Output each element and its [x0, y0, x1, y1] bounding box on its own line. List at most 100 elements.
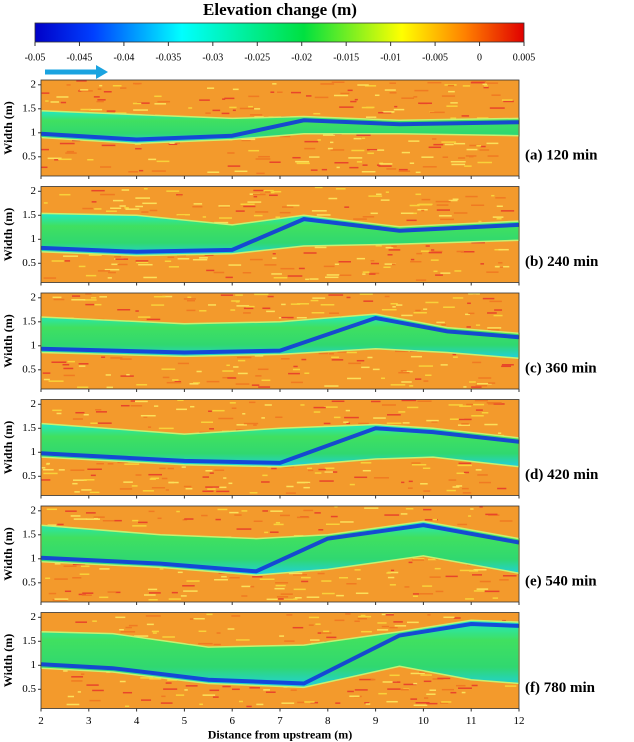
panel-label: (b) 240 min [525, 254, 599, 270]
flow-arrow-head [96, 65, 108, 79]
heatmap-speckle [369, 273, 376, 275]
heatmap-speckle [415, 171, 421, 174]
heatmap-speckle [389, 584, 396, 586]
heatmap-speckle [314, 96, 329, 99]
heatmap-speckle [148, 158, 157, 161]
heatmap-speckle [57, 523, 64, 526]
heatmap-speckle [186, 299, 195, 302]
heatmap-speckle [119, 628, 124, 631]
heatmap-speckle [314, 186, 323, 189]
heatmap-speckle [288, 372, 300, 375]
heatmap-speckle [415, 309, 421, 312]
heatmap-speckle [360, 614, 366, 617]
heatmap-speckle [469, 144, 481, 147]
heatmap-speckle [228, 482, 233, 485]
heatmap-speckle [105, 210, 117, 212]
heatmap-speckle [387, 414, 401, 416]
heatmap-speckle [488, 329, 500, 331]
heatmap-speckle [346, 351, 357, 354]
heatmap-speckle [370, 212, 378, 215]
heatmap-speckle [79, 573, 90, 575]
heatmap-speckle [111, 263, 119, 266]
heatmap-speckle [440, 702, 449, 704]
heatmap-speckle [223, 477, 227, 479]
heatmap-speckle [425, 245, 430, 247]
heatmap-speckle [248, 105, 253, 108]
heatmap-speckle [201, 421, 213, 424]
y-tick-label: 1.5 [22, 635, 36, 647]
heatmap-speckle [398, 170, 411, 172]
heatmap-speckle [317, 572, 325, 575]
heatmap-speckle [383, 111, 395, 113]
heatmap-speckle [266, 598, 278, 601]
heatmap-speckle [97, 99, 106, 101]
heatmap-speckle [262, 474, 268, 477]
heatmap-speckle [274, 587, 285, 590]
heatmap-speckle [267, 295, 274, 298]
heatmap-speckle [339, 274, 352, 276]
heatmap-speckle [384, 514, 400, 516]
heatmap-speckle [41, 479, 51, 481]
heatmap-speckle [254, 293, 269, 296]
heatmap-speckle [74, 491, 80, 493]
heatmap-speckle [296, 303, 310, 305]
heatmap-speckle [199, 703, 203, 706]
heatmap-speckle [380, 199, 390, 201]
heatmap-speckle [377, 622, 387, 624]
heatmap-speckle [411, 463, 427, 466]
y-tick-label: 1.5 [22, 315, 36, 327]
heatmap-speckle [301, 580, 309, 583]
heatmap-speckle [149, 678, 162, 680]
heatmap-speckle [351, 149, 365, 152]
heatmap-speckle [400, 212, 414, 215]
y-axis-label: Width (m) [1, 527, 15, 580]
heatmap-speckle [319, 480, 334, 482]
heatmap-speckle [72, 563, 86, 566]
heatmap-speckle [140, 414, 156, 417]
heatmap-speckle [177, 254, 187, 257]
heatmap-speckle [246, 705, 252, 708]
heatmap-speckle [270, 191, 275, 194]
heatmap-speckle [281, 702, 295, 704]
heatmap-speckle [199, 257, 208, 259]
heatmap-speckle [231, 300, 240, 302]
heatmap-speckle [292, 368, 301, 371]
heatmap-speckle [290, 303, 301, 305]
heatmap-speckle [318, 352, 329, 355]
heatmap-speckle [465, 155, 477, 157]
heatmap-speckle [501, 99, 513, 101]
heatmap-speckle [271, 467, 277, 470]
heatmap-speckle [489, 107, 505, 109]
heatmap-speckle [313, 406, 326, 409]
heatmap-speckle [381, 308, 397, 311]
heatmap-speckle [224, 97, 235, 100]
heatmap-speckle [476, 144, 482, 147]
heatmap-speckle [370, 678, 376, 681]
heatmap-speckle [486, 271, 499, 273]
heatmap-speckle [477, 383, 492, 385]
heatmap-speckle [385, 246, 394, 249]
heatmap-speckle [373, 477, 389, 479]
heatmap-speckle [456, 485, 463, 487]
heatmap-speckle [390, 569, 395, 572]
x-tick-label: 2 [38, 715, 44, 727]
heatmap-speckle [381, 377, 386, 380]
heatmap-speckle [63, 565, 77, 567]
heatmap-speckle [99, 596, 109, 599]
heatmap-speckle [409, 204, 420, 207]
heatmap-speckle [265, 691, 276, 693]
heatmap-speckle [128, 624, 138, 627]
heatmap-speckle [202, 694, 216, 696]
heatmap-speckle [50, 101, 59, 103]
heatmap-speckle [209, 472, 214, 474]
heatmap-speckle [378, 165, 392, 167]
heatmap-speckle [45, 577, 51, 580]
heatmap-speckle [300, 404, 305, 406]
heatmap-speckle [443, 306, 455, 308]
heatmap-speckle [460, 250, 475, 253]
heatmap-speckle [120, 631, 136, 633]
heatmap-speckle [338, 576, 349, 579]
heatmap-speckle [318, 529, 324, 531]
heatmap-speckle [183, 590, 198, 592]
heatmap-speckle [218, 205, 230, 207]
